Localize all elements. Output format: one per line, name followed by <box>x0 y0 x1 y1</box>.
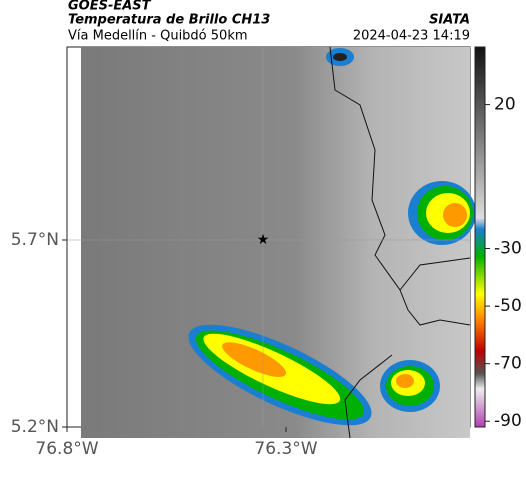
colorbar <box>474 46 486 428</box>
source: SIATA <box>429 13 470 28</box>
title: Temperatura de Brillo CH13 <box>68 13 270 28</box>
agency: GOES-EAST <box>68 0 152 14</box>
colorbar-tick-label: -30 <box>494 239 522 259</box>
colorbar-tick-label: -70 <box>494 354 522 374</box>
timestamp: 2024-04-23 14:19 <box>353 29 470 44</box>
subtitle: Vía Medellín - Quibdó 50km <box>68 29 248 44</box>
y-tick-label: 5.2°N <box>11 417 59 437</box>
location-marker: ★ <box>257 232 270 248</box>
colorbar-tick-label: -90 <box>494 411 522 431</box>
cloud-tops <box>188 48 476 426</box>
colorbar-tick-label: 20 <box>494 95 516 115</box>
border <box>329 46 471 326</box>
y-tick-label: 5.7°N <box>11 230 59 250</box>
x-tick-label: 76.3°W <box>254 439 317 459</box>
colorbar-tick-label: -50 <box>494 296 522 316</box>
border <box>399 257 471 291</box>
x-tick-label: 76.8°W <box>35 439 98 459</box>
border <box>344 354 393 439</box>
